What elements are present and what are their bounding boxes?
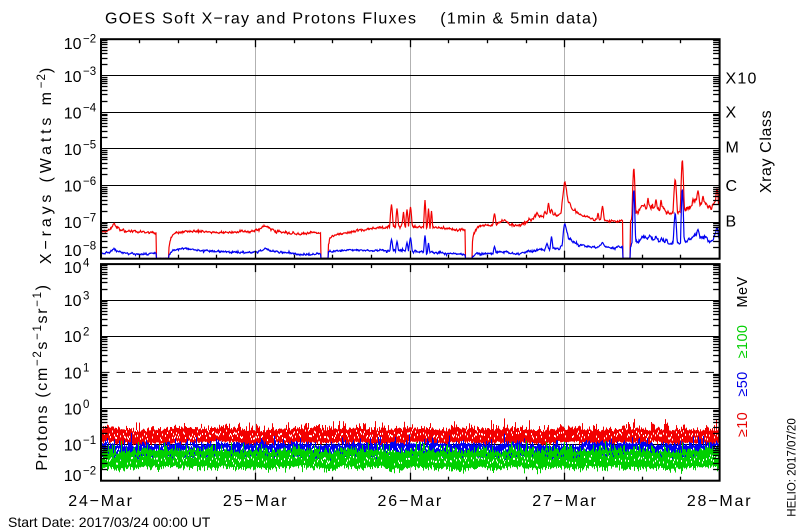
svg-text:Start Date: 2017/03/24 00:00 U: Start Date: 2017/03/24 00:00 UT	[8, 514, 211, 530]
svg-text:Xray Class: Xray Class	[758, 110, 775, 193]
svg-text:10: 10	[64, 105, 82, 122]
svg-text:26−Mar: 26−Mar	[378, 493, 444, 510]
svg-text:24−Mar: 24−Mar	[68, 493, 134, 510]
svg-text:−2: −2	[83, 33, 96, 45]
svg-text:B: B	[726, 213, 738, 230]
svg-text:GOES Soft X−ray and Protons Fl: GOES Soft X−ray and Protons Fluxes (1min…	[105, 11, 599, 28]
svg-text:10: 10	[64, 243, 82, 260]
svg-text:1: 1	[83, 363, 89, 375]
svg-text:X: X	[726, 104, 738, 121]
svg-text:≥10: ≥10	[735, 412, 751, 437]
svg-text:−2: −2	[83, 466, 96, 478]
svg-text:≥100: ≥100	[735, 325, 751, 359]
svg-text:0: 0	[83, 399, 89, 411]
svg-text:27−Mar: 27−Mar	[532, 493, 598, 510]
svg-text:HELIO: 2017/07/20: HELIO: 2017/07/20	[787, 418, 799, 516]
svg-text:X10: X10	[726, 70, 758, 87]
svg-text:−7: −7	[83, 212, 96, 224]
svg-text:−3: −3	[83, 66, 96, 78]
svg-text:−1: −1	[83, 435, 96, 447]
svg-text:Protons (cm−2s−1sr−1): Protons (cm−2s−1sr−1)	[32, 283, 51, 470]
svg-text:M: M	[726, 139, 741, 156]
svg-text:10: 10	[64, 293, 82, 310]
svg-text:2: 2	[83, 327, 89, 339]
svg-text:−5: −5	[83, 139, 96, 151]
svg-text:C: C	[726, 178, 739, 195]
svg-text:10: 10	[64, 142, 82, 159]
svg-text:10: 10	[64, 36, 82, 53]
svg-text:10: 10	[64, 179, 82, 196]
svg-text:≥50: ≥50	[735, 371, 751, 396]
svg-text:10: 10	[64, 329, 82, 346]
svg-text:10: 10	[64, 438, 82, 455]
svg-text:4: 4	[83, 258, 90, 270]
svg-text:28−Mar: 28−Mar	[687, 493, 753, 510]
svg-text:−8: −8	[83, 240, 96, 252]
svg-text:−6: −6	[83, 176, 96, 188]
svg-text:X−rays (Watts m−2): X−rays (Watts m−2)	[36, 64, 55, 264]
svg-text:10: 10	[64, 69, 82, 86]
svg-text:10: 10	[64, 468, 82, 485]
svg-text:3: 3	[83, 291, 89, 303]
svg-text:10: 10	[64, 365, 82, 382]
svg-text:MeV: MeV	[735, 276, 751, 307]
svg-text:10: 10	[64, 215, 82, 232]
svg-text:10: 10	[64, 401, 82, 418]
svg-text:−4: −4	[83, 103, 97, 115]
svg-text:10: 10	[64, 260, 82, 277]
svg-text:25−Mar: 25−Mar	[223, 493, 289, 510]
